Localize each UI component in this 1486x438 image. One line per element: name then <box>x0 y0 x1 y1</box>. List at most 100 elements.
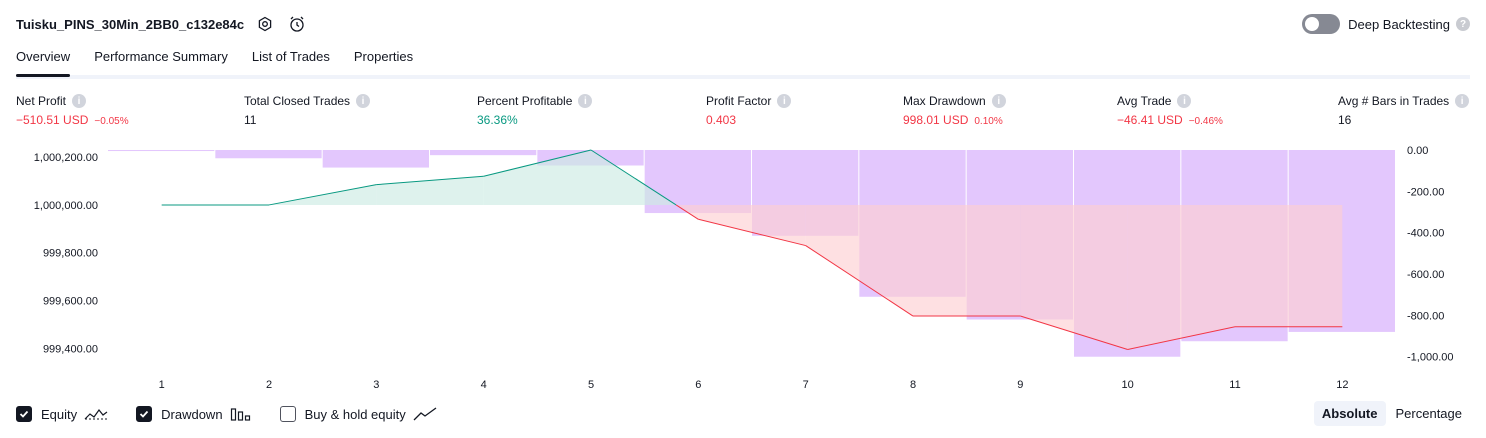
equity-line-icon <box>84 407 108 421</box>
equity-line-segment <box>675 204 699 220</box>
metric-avg-trade: Avg Trade i −46.41 USD −0.46% <box>1117 93 1223 127</box>
metric-label: Net Profit <box>16 94 67 108</box>
drawdown-axis-tick-label: -200.00 <box>1407 186 1444 198</box>
max-drawdown-percent: 0.10% <box>974 116 1003 127</box>
total-closed-trades-value: 11 <box>244 113 257 127</box>
absolute-button[interactable]: Absolute <box>1313 401 1386 426</box>
equity-line-segment <box>590 149 677 206</box>
equity-line-segment <box>698 218 806 247</box>
x-axis-tick-label: 12 <box>1336 379 1348 391</box>
info-icon[interactable]: i <box>72 94 87 108</box>
equity-line-segment <box>805 245 914 317</box>
equity-line-segment <box>268 184 377 206</box>
max-drawdown-value: 998.01 USD <box>903 113 969 127</box>
percent-profitable-value: 36.36% <box>477 113 518 127</box>
drawdown-bars-icon <box>230 407 252 421</box>
drawdown-bar <box>108 150 215 152</box>
drawdown-checkbox[interactable] <box>136 406 153 422</box>
equity-loss-area <box>805 204 913 317</box>
equity-label: Equity <box>41 406 78 422</box>
display-mode-switch: Absolute Percentage <box>1312 401 1470 426</box>
alarm-clock-add-icon[interactable] <box>286 13 308 35</box>
info-icon[interactable]: i <box>1177 94 1192 108</box>
tab-bar: Overview Performance Summary List of Tra… <box>16 45 1470 79</box>
tab-overview[interactable]: Overview <box>16 45 71 77</box>
x-axis-tick-label: 10 <box>1122 379 1134 391</box>
metric-total-closed-trades: Total Closed Trades i 11 <box>244 93 371 127</box>
drawdown-axis-tick-label: -800.00 <box>1407 310 1444 322</box>
info-icon[interactable]: i <box>777 94 792 108</box>
profit-factor-value: 0.403 <box>706 113 737 127</box>
info-icon[interactable]: i <box>578 94 593 108</box>
legend-buy-hold[interactable]: Buy & hold equity <box>279 406 437 422</box>
drawdown-label: Drawdown <box>161 406 223 422</box>
metric-label: Avg Trade <box>1117 94 1172 108</box>
drawdown-axis-tick-label: 0.00 <box>1407 145 1428 157</box>
x-axis-tick-label: 11 <box>1229 379 1240 391</box>
buy-hold-label: Buy & hold equity <box>304 406 406 422</box>
avg-trade-percent: −0.46% <box>1188 116 1223 127</box>
x-axis-tick-label: 1 <box>159 379 165 391</box>
equity-loss-area <box>1235 204 1343 327</box>
toggle-knob <box>1305 17 1320 31</box>
tab-list-of-trades[interactable]: List of Trades <box>251 49 330 64</box>
equity-line-segment <box>483 149 592 177</box>
info-icon[interactable]: i <box>356 94 371 108</box>
equity-line-segment <box>1127 326 1236 350</box>
drawdown-axis-tick-label: -400.00 <box>1407 228 1444 240</box>
metric-max-drawdown: Max Drawdown i 998.01 USD 0.10% <box>903 93 1006 127</box>
tab-properties[interactable]: Properties <box>353 49 414 64</box>
info-icon[interactable]: i <box>1455 94 1470 108</box>
equity-line-segment <box>1020 315 1128 350</box>
x-axis-tick-label: 7 <box>803 379 809 391</box>
percentage-button[interactable]: Percentage <box>1395 406 1463 421</box>
buy-hold-checkbox[interactable] <box>279 406 296 422</box>
drawdown-axis-tick-label: -1,000.00 <box>1407 352 1453 364</box>
drawdown-axis-tick-label: -600.00 <box>1407 269 1444 281</box>
equity-checkbox[interactable] <box>16 406 32 422</box>
equity-loss-area <box>1020 204 1128 350</box>
equity-profit-area <box>376 176 484 205</box>
metric-label: Max Drawdown <box>903 94 986 108</box>
help-icon[interactable]: ? <box>1456 17 1470 31</box>
metric-label: Percent Profitable <box>477 94 573 108</box>
metric-label: Total Closed Trades <box>244 94 351 108</box>
equity-axis-tick-label: 999,400.00 <box>43 343 98 355</box>
metric-percent-profitable: Percent Profitable i 36.36% <box>477 93 593 127</box>
x-axis-tick-label: 6 <box>695 379 701 391</box>
drawdown-bar <box>215 150 322 159</box>
metric-net-profit: Net Profit i −510.51 USD −0.05% <box>16 93 129 127</box>
net-profit-value: −510.51 USD <box>16 113 89 127</box>
net-profit-percent: −0.05% <box>94 116 129 127</box>
metric-avg-bars: Avg # Bars in Trades i 16 <box>1338 93 1470 127</box>
avg-trade-value: −46.41 USD <box>1117 113 1183 127</box>
equity-line-segment <box>376 175 484 186</box>
x-axis-tick-label: 5 <box>588 379 594 391</box>
x-axis-tick-label: 9 <box>1017 379 1023 391</box>
avg-bars-value: 16 <box>1338 113 1352 127</box>
drawdown-bar <box>430 150 537 156</box>
equity-loss-area <box>1127 204 1235 350</box>
deep-backtesting-toggle[interactable] <box>1302 14 1341 34</box>
tab-performance-summary[interactable]: Performance Summary <box>94 49 228 64</box>
equity-profit-area <box>483 150 591 205</box>
equity-axis-tick-label: 1,000,200.00 <box>34 152 98 164</box>
x-axis-tick-label: 8 <box>910 379 916 391</box>
x-axis-tick-label: 2 <box>266 379 272 391</box>
equity-loss-area <box>698 204 806 246</box>
deep-backtesting-control: Deep Backtesting ? <box>1302 12 1470 36</box>
x-axis-tick-label: 4 <box>481 379 487 391</box>
metric-profit-factor: Profit Factor i 0.403 <box>706 93 792 127</box>
legend-drawdown[interactable]: Drawdown <box>136 406 251 422</box>
equity-loss-area <box>913 204 1021 317</box>
settings-gear-icon[interactable] <box>254 13 276 35</box>
equity-axis-tick-label: 1,000,000.00 <box>34 200 98 212</box>
equity-drawdown-chart[interactable]: 1,000,200.00 1,000,000.00 999,800.00 999,60… <box>0 140 1486 398</box>
buy-hold-line-icon <box>413 407 437 421</box>
strategy-title: Tuisku_PINS_30Min_2BB0_c132e84c <box>16 16 245 32</box>
strategy-header: Tuisku_PINS_30Min_2BB0_c132e84c <box>16 12 308 36</box>
drawdown-bar <box>322 150 429 168</box>
equity-axis-tick-label: 999,800.00 <box>43 248 98 260</box>
legend-equity[interactable]: Equity <box>16 406 108 422</box>
info-icon[interactable]: i <box>991 94 1006 108</box>
